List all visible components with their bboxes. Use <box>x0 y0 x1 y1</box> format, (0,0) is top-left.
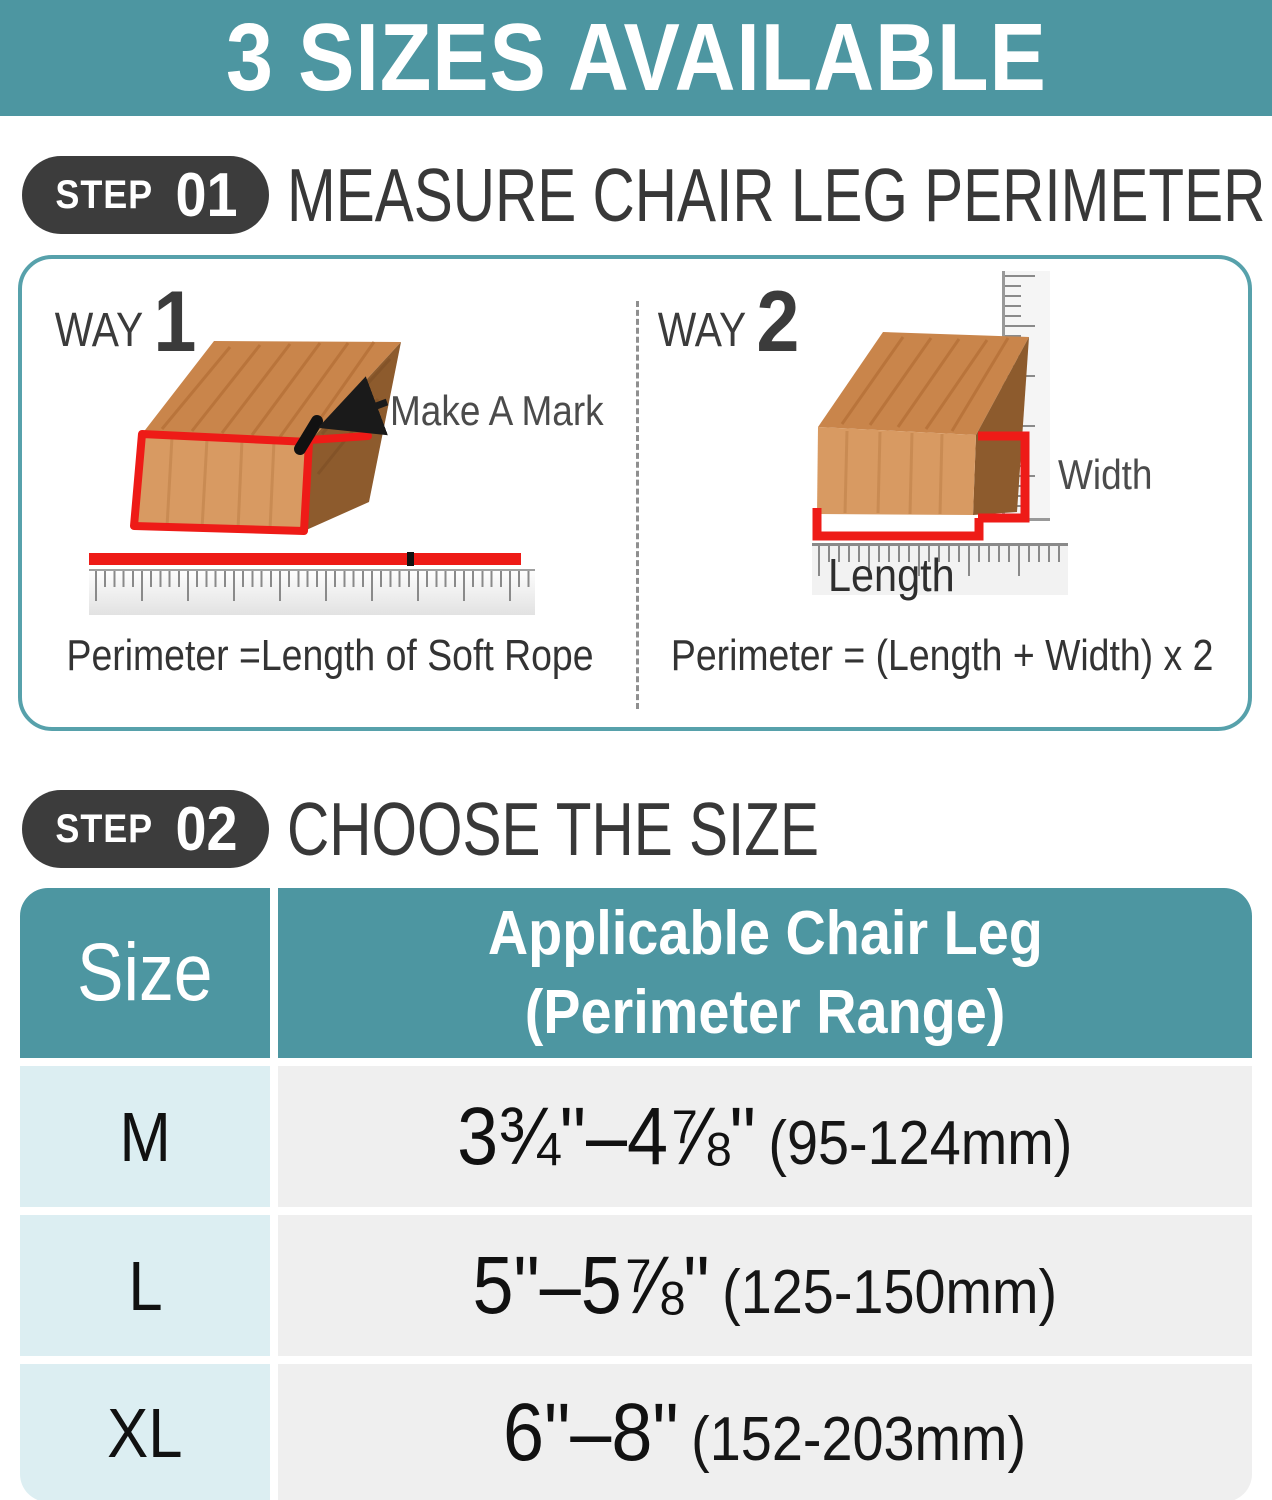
ruler-horizontal-way1 <box>89 569 535 615</box>
soft-rope <box>89 552 521 566</box>
row-xl-range-mm: (152-203mm) <box>691 1405 1027 1474</box>
step1-badge-number: 01 <box>175 160 239 230</box>
header-cell-range: Applicable Chair Leg (Perimeter Range) <box>278 888 1252 1058</box>
width-label: Width <box>1058 451 1153 498</box>
row-xl-range-inch: 6"–8" <box>503 1387 680 1478</box>
step1-row: STEP 01 MEASURE CHAIR LEG PERIMETER <box>22 152 1272 238</box>
row-l-range-cell: 5"–5⅞" (125-150mm) <box>278 1215 1252 1356</box>
size-table: Size Applicable Chair Leg (Perimeter Ran… <box>20 888 1252 1500</box>
way1-word: WAY <box>54 304 144 357</box>
step2-badge-word: STEP <box>55 806 154 851</box>
way2-caption: Perimeter = (Length + Width) x 2 <box>670 631 1214 680</box>
step1-badge: STEP 01 <box>22 156 270 234</box>
row-xl-size-cell: XL <box>20 1364 270 1500</box>
header-range-line2: (Perimeter Range) <box>524 978 1006 1047</box>
banner-title: 3 SIZES AVAILABLE <box>225 4 1047 111</box>
step2-badge: STEP 02 <box>22 790 270 868</box>
row-m-range-cell: 3¾"–4⅞" (95-124mm) <box>278 1066 1252 1207</box>
measure-methods-box: WAY 1 WAY 2 Length <box>18 255 1252 731</box>
step2-row: STEP 02 CHOOSE THE SIZE <box>22 786 970 872</box>
row-m-size-cell: M <box>20 1066 270 1207</box>
panel-divider <box>636 301 639 709</box>
wood-block-way2 <box>812 332 1030 541</box>
header-range-line1: Applicable Chair Leg <box>487 898 1043 968</box>
ruler-ticks-big <box>818 546 1066 576</box>
table-row-m: M 3¾"–4⅞" (95-124mm) <box>20 1066 1252 1207</box>
row-m-range-mm: (95-124mm) <box>768 1108 1073 1178</box>
rope-mark-tick <box>407 552 414 566</box>
step1-badge-word: STEP <box>55 172 154 217</box>
header-cell-size: Size <box>20 888 270 1058</box>
length-label: Length <box>828 549 955 601</box>
row-l-range-inch: 5"–5⅞" <box>472 1239 710 1331</box>
make-a-mark-label: Make A Mark <box>390 387 604 434</box>
ruler-length-way2: Length <box>812 543 1068 601</box>
size-table-header: Size Applicable Chair Leg (Perimeter Ran… <box>20 888 1252 1058</box>
ruler-vertical-way2 <box>1002 271 1050 521</box>
ruler-ticks-big <box>95 571 533 601</box>
step2-badge-number: 02 <box>175 794 239 864</box>
way1-caption: Perimeter =Length of Soft Rope <box>66 631 594 680</box>
table-row-xl: XL 6"–8" (152-203mm) <box>20 1364 1252 1500</box>
table-row-l: L 5"–5⅞" (125-150mm) <box>20 1215 1252 1356</box>
way2-label: WAY 2 <box>650 279 802 365</box>
way2-word: WAY <box>657 304 747 357</box>
row-m-range-inch: 3¾"–4⅞" <box>457 1090 757 1182</box>
row-l-range-mm: (125-150mm) <box>722 1257 1058 1327</box>
way1-label: WAY 1 <box>47 279 199 365</box>
way1-number: 1 <box>153 274 197 370</box>
row-xl-range-cell: 6"–8" (152-203mm) <box>278 1364 1252 1500</box>
header-size-text: Size <box>77 927 213 1018</box>
row-l-size-cell: L <box>20 1215 270 1356</box>
step2-title: CHOOSE THE SIZE <box>287 787 820 871</box>
way2-number: 2 <box>756 274 800 370</box>
top-banner: 3 SIZES AVAILABLE <box>0 0 1272 116</box>
step1-title: MEASURE CHAIR LEG PERIMETER <box>287 153 1266 237</box>
ruler-ticks-big <box>1005 275 1035 516</box>
